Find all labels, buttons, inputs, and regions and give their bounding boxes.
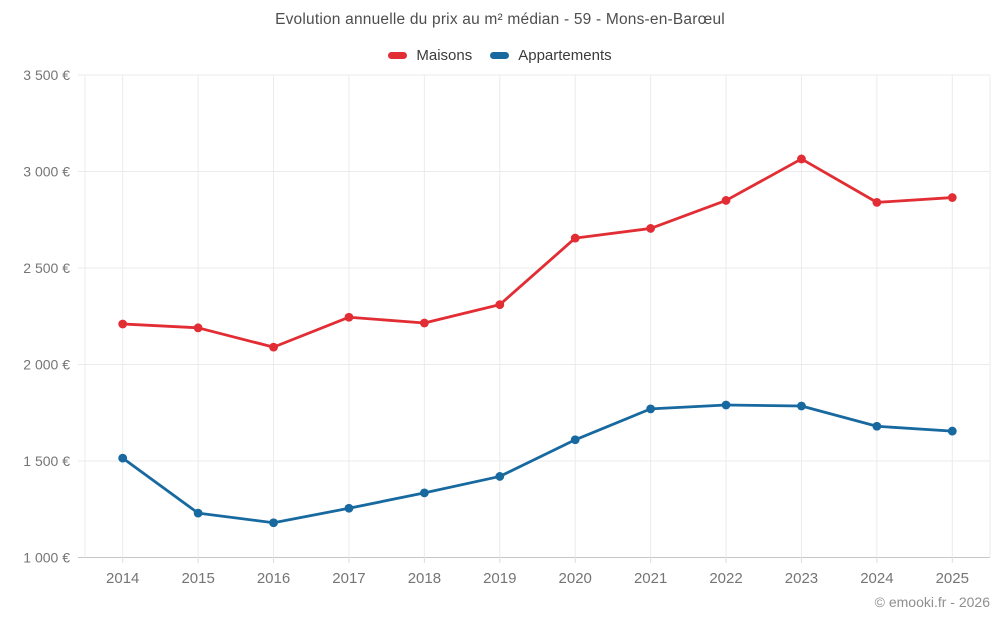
x-tick-label-2015: 2015 bbox=[181, 570, 214, 587]
y-tick-label-1500: 1 500 € bbox=[23, 453, 70, 469]
chart-legend: Maisons Appartements bbox=[0, 44, 1000, 66]
data-point-maisons-2014[interactable] bbox=[118, 319, 128, 329]
series-line-maisons bbox=[121, 157, 954, 349]
data-point-maisons-2016[interactable] bbox=[269, 342, 278, 352]
data-point-appartements-2018[interactable] bbox=[419, 488, 429, 498]
watermark: © emooki.fr - 2026 bbox=[874, 594, 990, 610]
data-point-appartements-2015[interactable] bbox=[193, 508, 203, 518]
legend-label-appartements: Appartements bbox=[518, 46, 612, 64]
x-tick-label-2018: 2018 bbox=[408, 570, 441, 587]
x-tick-label-2023: 2023 bbox=[785, 570, 818, 587]
y-tick-label-3500: 3 500 € bbox=[23, 67, 70, 83]
data-point-maisons-2024[interactable] bbox=[872, 197, 882, 207]
data-point-maisons-2018[interactable] bbox=[419, 318, 429, 328]
maisons-legend-swatch-icon bbox=[388, 51, 408, 59]
data-point-appartements-2019[interactable] bbox=[495, 472, 505, 481]
data-point-maisons-2023[interactable] bbox=[797, 154, 806, 164]
x-tick-label-2022: 2022 bbox=[709, 570, 742, 587]
data-point-maisons-2021[interactable] bbox=[646, 224, 656, 233]
x-tick-label-2021: 2021 bbox=[634, 570, 667, 587]
data-point-appartements-2017[interactable] bbox=[344, 503, 354, 513]
x-tick-label-2024: 2024 bbox=[860, 570, 893, 587]
data-point-appartements-2014[interactable] bbox=[118, 453, 128, 463]
data-point-appartements-2024[interactable] bbox=[872, 421, 882, 431]
data-point-maisons-2020[interactable] bbox=[570, 233, 580, 243]
data-point-maisons-2015[interactable] bbox=[193, 323, 203, 333]
x-tick-label-2019: 2019 bbox=[483, 570, 516, 587]
appartements-legend-swatch-icon bbox=[490, 51, 510, 59]
series-line-appartements bbox=[121, 403, 954, 525]
data-point-appartements-2020[interactable] bbox=[570, 435, 580, 445]
data-point-maisons-2017[interactable] bbox=[344, 312, 354, 322]
y-tick-label-3000: 3 000 € bbox=[23, 164, 70, 180]
data-point-maisons-2019[interactable] bbox=[495, 300, 505, 310]
data-point-maisons-2025[interactable] bbox=[947, 193, 957, 202]
x-tick-label-2025: 2025 bbox=[936, 570, 969, 587]
data-point-appartements-2021[interactable] bbox=[646, 404, 656, 414]
data-point-appartements-2022[interactable] bbox=[721, 400, 731, 410]
data-point-appartements-2023[interactable] bbox=[797, 401, 806, 411]
legend-label-maisons: Maisons bbox=[416, 46, 473, 64]
legend-item-maisons[interactable]: Maisons bbox=[388, 47, 472, 64]
legend-item-appartements[interactable]: Appartements bbox=[490, 46, 612, 64]
y-tick-label-2500: 2 500 € bbox=[23, 260, 70, 276]
x-tick-label-2020: 2020 bbox=[559, 570, 592, 587]
data-point-appartements-2016[interactable] bbox=[269, 518, 278, 528]
data-point-maisons-2022[interactable] bbox=[721, 196, 731, 205]
y-tick-label-1000: 1 000 € bbox=[23, 550, 70, 566]
x-tick-label-2017: 2017 bbox=[332, 570, 365, 587]
y-tick-label-2000: 2 000 € bbox=[23, 357, 70, 373]
data-point-appartements-2025[interactable] bbox=[947, 426, 957, 436]
x-tick-label-2016: 2016 bbox=[257, 570, 290, 587]
x-tick-label-2014: 2014 bbox=[106, 570, 139, 587]
chart-title: Evolution annuelle du prix au m² médian … bbox=[275, 11, 725, 28]
